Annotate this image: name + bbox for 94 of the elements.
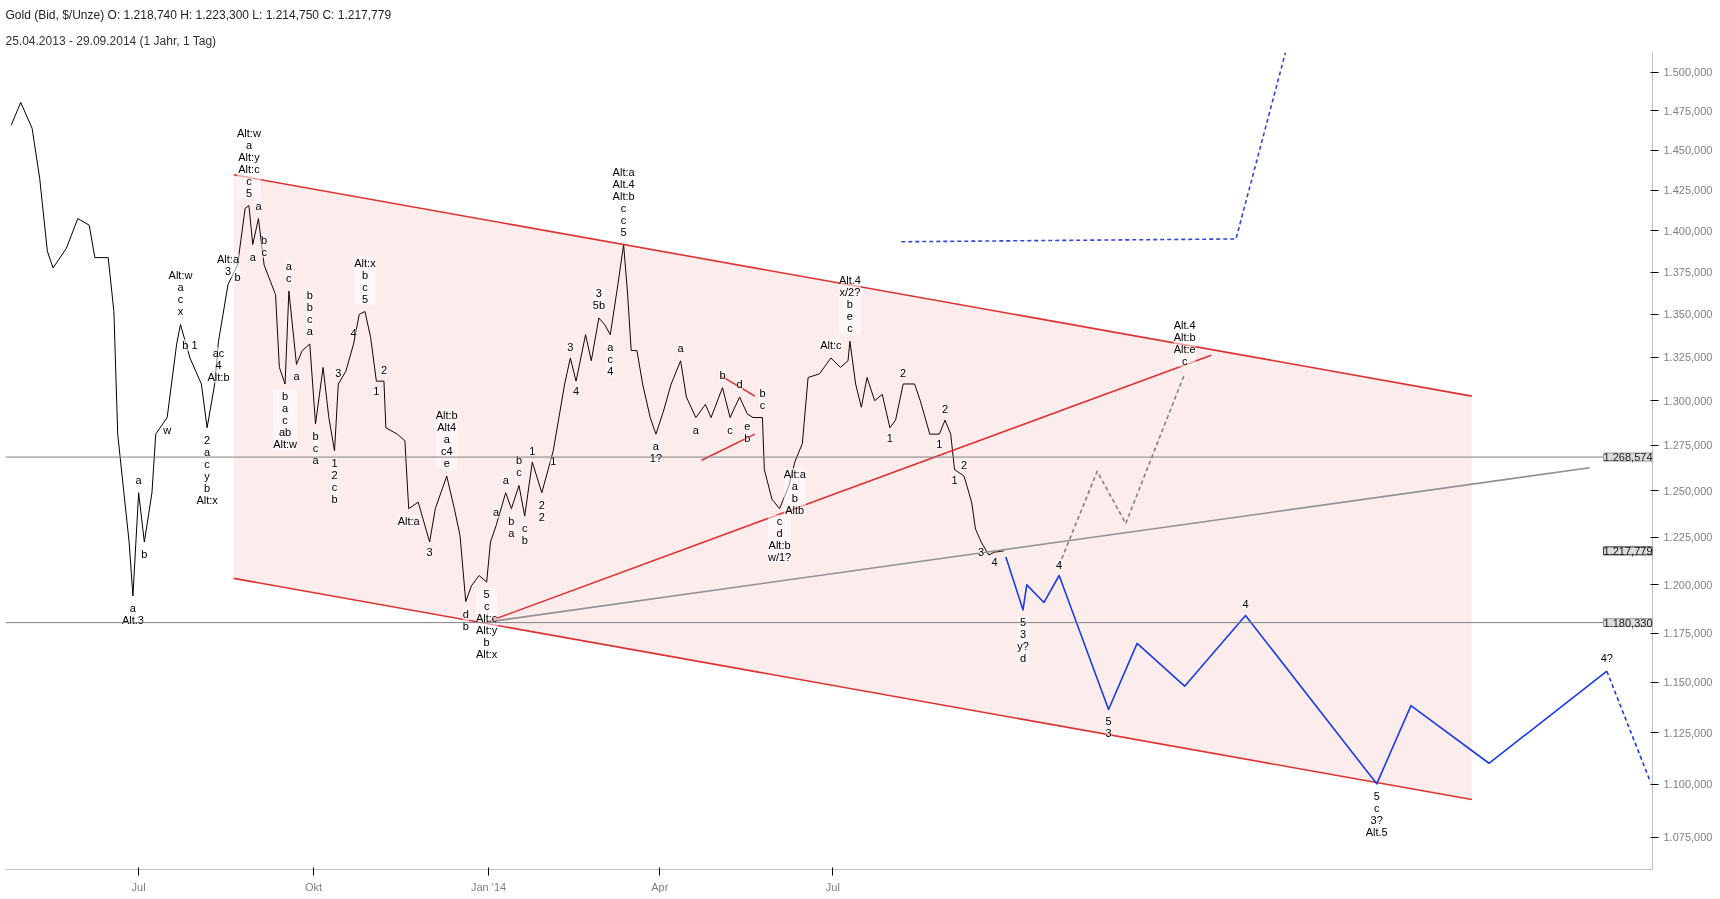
- x-tick-label: Jul: [825, 880, 840, 893]
- annotation: a: [255, 199, 263, 212]
- annotation: 2: [941, 403, 949, 416]
- annotation: b a: [508, 514, 516, 539]
- annotation: 1: [373, 385, 380, 398]
- y-tick-label: 1.350,000: [1663, 308, 1713, 321]
- annotation: a c: [285, 260, 293, 285]
- y-tick-label: 1.275,000: [1663, 439, 1713, 452]
- annotation: 1: [886, 431, 893, 444]
- annotation: 2: [380, 364, 388, 377]
- chart-title: Gold (Bid, $/Unze) O: 1.218,740 H: 1.223,300 L: 1.214,750 C: 1.217,779: [5, 7, 392, 22]
- annotation: b c: [759, 386, 766, 411]
- annotation: a 1?: [649, 440, 663, 465]
- annotation: a: [677, 341, 685, 354]
- annotation: a: [692, 423, 700, 436]
- y-tick-label: 1.425,000: [1663, 184, 1713, 197]
- annotation: d: [736, 378, 743, 390]
- y-tick-label: 1.500,000: [1663, 66, 1713, 79]
- annotation: Alt:a Alt.4 Alt:b c c 5: [612, 165, 636, 238]
- annotation: 1 2 c b: [331, 456, 338, 505]
- y-tick-label: 1.125,000: [1663, 726, 1713, 739]
- annotation: 2: [900, 366, 907, 379]
- y-tick-label: 1.075,000: [1663, 831, 1713, 844]
- annotation: 4: [1242, 598, 1249, 611]
- y-tick-label: 1.150,000: [1663, 676, 1713, 689]
- annotation: Alt.4 x/2? b e c: [838, 274, 861, 335]
- y-tick-label: 1.300,000: [1663, 394, 1713, 407]
- y-tick-label: 1.225,000: [1663, 531, 1713, 544]
- annotation: w: [162, 423, 172, 436]
- annotation: a: [135, 473, 143, 486]
- annotation: a Alt.3: [121, 601, 144, 626]
- annotation: 4: [1056, 558, 1063, 571]
- annotation: Alt:b Alt4 a c4 e: [435, 409, 458, 470]
- x-tick-label: Jan '14: [471, 880, 507, 893]
- y-tick-label: 1.325,000: [1663, 351, 1713, 364]
- annotation: 5 c Alt:c Alt:y b Alt:x: [475, 587, 498, 660]
- annotation: b a c ab Alt:w: [273, 389, 298, 450]
- annotation: a: [502, 473, 510, 486]
- annotation: b: [234, 271, 241, 284]
- annotation: 3 5b: [592, 286, 606, 311]
- annotation: b c: [261, 234, 268, 259]
- annotation: Alt:x b c 5: [354, 256, 377, 305]
- annotation: c b: [521, 522, 528, 547]
- annotation: 2: [960, 459, 968, 472]
- annotation: a: [293, 370, 301, 383]
- x-tick-label: Jul: [131, 880, 146, 893]
- annotation: 5 3: [1105, 715, 1112, 740]
- annotation: b c: [515, 454, 523, 479]
- annotation: d b: [462, 607, 469, 632]
- x-tick-label: Apr: [651, 880, 669, 893]
- annotation: b: [141, 548, 148, 561]
- y-tick-label: 1.200,000: [1663, 578, 1713, 591]
- chart-subtitle: 25.04.2013 - 29.09.2014 (1 Jahr, 1 Tag): [5, 33, 217, 48]
- annotation: 4?: [1600, 652, 1613, 665]
- annotation: ac 4 Alt:b: [207, 347, 230, 384]
- annotation: 1.217,779: [1603, 544, 1653, 557]
- annotation: 4: [573, 385, 580, 398]
- annotation: 1: [951, 473, 958, 486]
- annotation: 3: [567, 341, 574, 354]
- annotation: 3: [426, 546, 433, 559]
- y-tick-label: 1.475,000: [1663, 104, 1713, 117]
- annotation: a: [493, 506, 501, 519]
- annotation: 3: [335, 366, 342, 379]
- annotation: b b c a: [306, 289, 314, 338]
- annotation: 3: [978, 546, 985, 559]
- x-tick-label: Okt: [305, 880, 323, 893]
- y-tick-label: 1.450,000: [1663, 144, 1713, 157]
- annotation: c: [727, 423, 734, 436]
- annotation: Alt:w a c x: [168, 269, 193, 318]
- annotation: b 1: [182, 339, 198, 352]
- annotation: 1: [550, 454, 557, 467]
- annotation: b c a: [312, 429, 320, 466]
- annotation: Alt:c: [820, 339, 843, 352]
- annotation: 5 3 y? d: [1017, 615, 1029, 664]
- annotation: 1: [529, 445, 536, 458]
- y-tick-label: 1.100,000: [1663, 778, 1713, 791]
- annotation: e b: [744, 419, 751, 444]
- annotation: 4: [350, 327, 357, 340]
- y-tick-label: 1.250,000: [1663, 484, 1713, 497]
- annotation: a c 4: [607, 340, 615, 377]
- annotation: Alt.4 Alt:b Alt:e c: [1173, 318, 1196, 367]
- annotation: 2 2: [538, 498, 545, 523]
- annotation: c d Alt:b w/1?: [766, 514, 792, 563]
- y-tick-label: 1.175,000: [1663, 627, 1713, 640]
- y-tick-label: 1.375,000: [1663, 266, 1713, 279]
- ref-line-label: 1.180,330: [1603, 616, 1653, 629]
- annotation: 4: [991, 556, 998, 569]
- annotation: 2 a c y b Alt:x: [196, 433, 219, 506]
- annotation: a: [249, 250, 257, 263]
- annotation: 1: [936, 438, 943, 451]
- y-tick-label: 1.400,000: [1663, 224, 1713, 237]
- ref-line-label: 1.268,574: [1603, 451, 1653, 464]
- annotation: 5 c 3? Alt.5: [1365, 789, 1388, 838]
- annotation: Alt:a: [397, 514, 421, 527]
